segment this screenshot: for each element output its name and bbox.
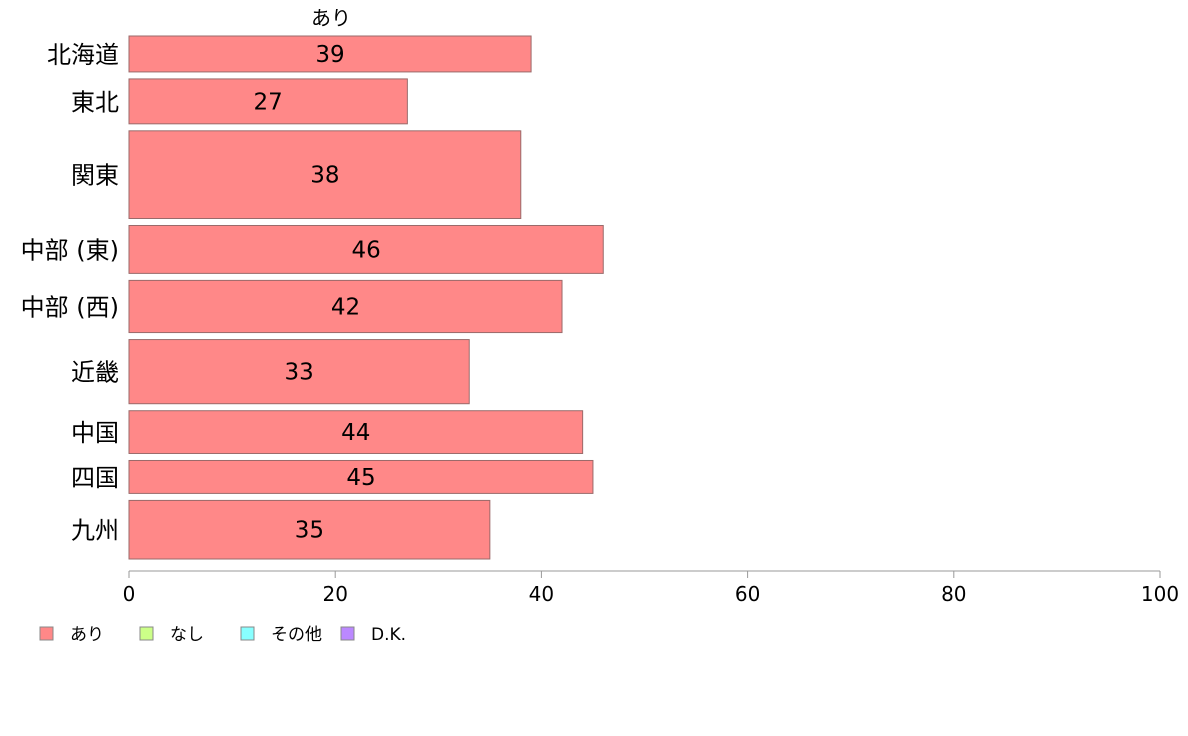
legend-swatch xyxy=(240,626,255,641)
legend-label: D.K. xyxy=(371,625,406,645)
category-label: 九州 xyxy=(71,517,119,545)
data-label: 35 xyxy=(295,518,324,544)
legend: あり なし その他 D.K. xyxy=(39,625,406,645)
x-tick-label: 100 xyxy=(1141,582,1179,606)
x-tick-label: 80 xyxy=(941,582,966,606)
data-label: 44 xyxy=(341,420,370,446)
bar-6 xyxy=(128,339,470,405)
x-axis: 0 20 40 60 80 100 xyxy=(123,570,1179,606)
data-label: 33 xyxy=(284,360,313,386)
category-label: 東北 xyxy=(71,88,119,116)
bar-8 xyxy=(128,459,594,494)
bar-2 xyxy=(128,78,408,125)
category-label: 中部 (西) xyxy=(21,293,119,321)
category-label: 関東 xyxy=(71,162,119,190)
legend-label: あり xyxy=(70,625,104,645)
data-label: 38 xyxy=(310,163,339,189)
data-label: 42 xyxy=(331,294,360,320)
legend-swatch xyxy=(139,626,154,641)
category-label: 中国 xyxy=(71,419,119,447)
category-label: 北海道 xyxy=(47,41,119,69)
bars-group xyxy=(128,35,604,560)
data-label: 27 xyxy=(254,89,283,115)
bar-4 xyxy=(128,224,604,274)
x-tick-label: 20 xyxy=(322,582,347,606)
data-label: 39 xyxy=(315,42,344,68)
bar-5 xyxy=(128,279,563,334)
x-tick-label: 60 xyxy=(735,582,760,606)
legend-swatch xyxy=(39,626,54,641)
x-tick-label: 0 xyxy=(123,582,136,606)
legend-label: なし xyxy=(170,625,204,645)
category-label: 四国 xyxy=(71,464,119,492)
legend-swatch xyxy=(340,626,355,641)
series-header: あり xyxy=(311,6,351,30)
data-label: 45 xyxy=(346,465,375,491)
category-label: 中部 (東) xyxy=(21,236,119,264)
bar-1 xyxy=(128,35,532,73)
data-labels: 39 27 38 46 42 33 44 45 35 xyxy=(254,42,381,544)
data-label: 46 xyxy=(351,237,380,263)
bar-3 xyxy=(128,130,522,219)
category-label: 近畿 xyxy=(71,359,119,387)
bar-9 xyxy=(128,499,491,560)
legend-label: その他 xyxy=(271,625,322,645)
bar-7 xyxy=(128,410,584,454)
x-tick-label: 40 xyxy=(529,582,554,606)
